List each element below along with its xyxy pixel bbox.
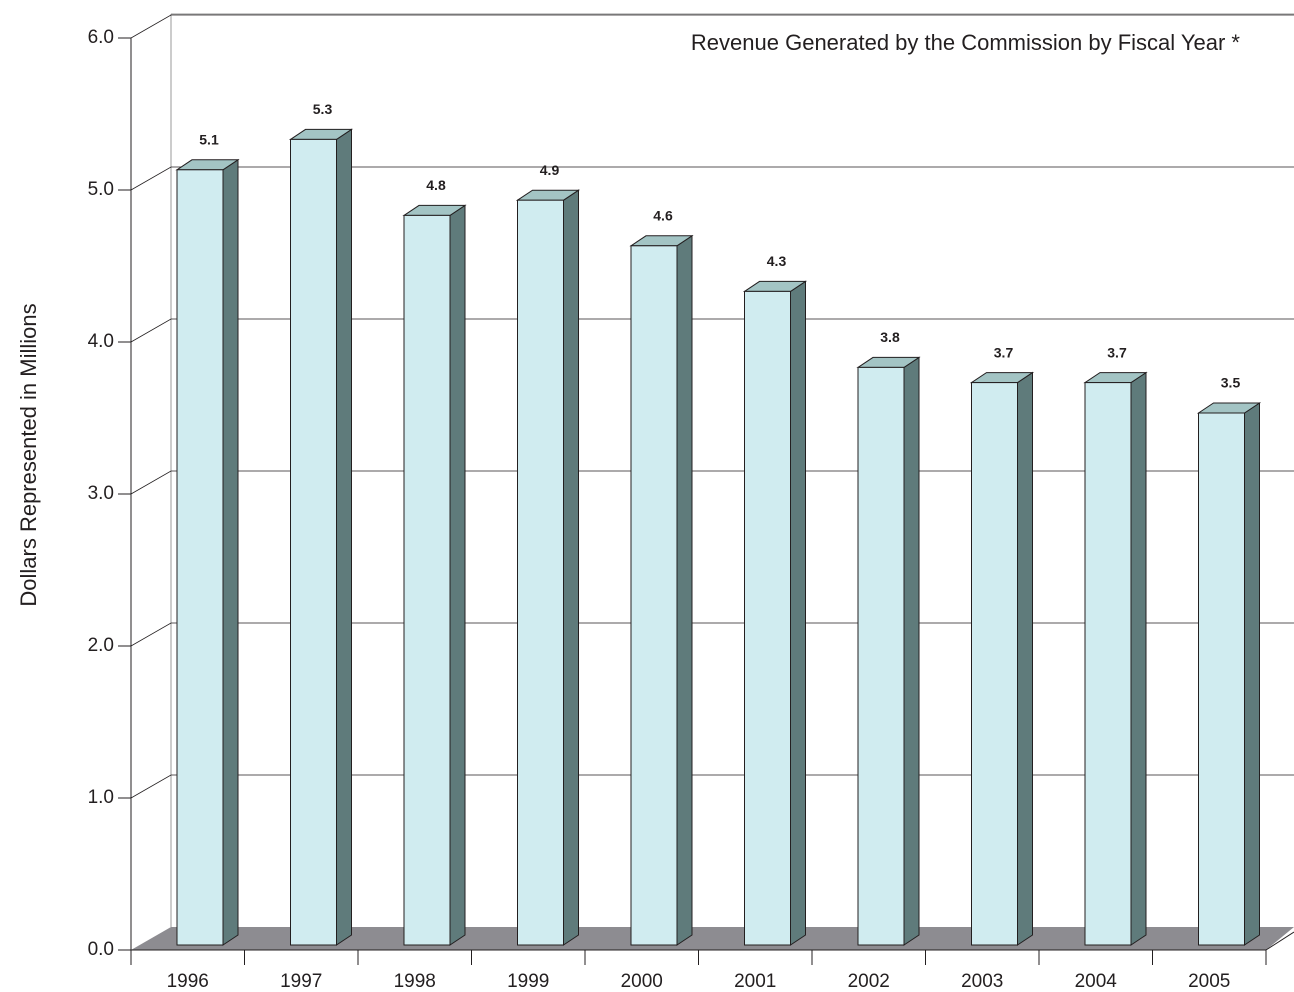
y-tick-label: 0.0: [88, 939, 114, 960]
value-label: 3.5: [1221, 375, 1241, 391]
x-tick-label: 2004: [1075, 971, 1118, 992]
bar: [971, 382, 1018, 946]
bar-side: [1244, 402, 1260, 946]
x-tick-label: 2002: [848, 971, 890, 992]
value-label: 4.8: [426, 177, 446, 193]
y-tick-label: 1.0: [88, 787, 114, 808]
y-tick-label: 6.0: [88, 27, 114, 48]
bar-side: [563, 189, 579, 946]
bar: [1198, 412, 1245, 946]
value-label: 4.9: [540, 162, 560, 178]
x-tick-label: 2005: [1188, 971, 1230, 992]
x-tick-label: 2001: [734, 971, 776, 992]
x-tick-label: 1999: [507, 971, 549, 992]
grid-line: [130, 470, 1294, 495]
bar: [744, 290, 791, 946]
bar-side: [1130, 371, 1147, 946]
chart-title: Revenue Generated by the Commission by F…: [691, 30, 1241, 55]
bar: [857, 366, 905, 946]
x-tick-label: 1998: [394, 971, 436, 992]
grid-line: [130, 166, 1294, 191]
bar-side: [903, 356, 920, 946]
x-tick-label: 2003: [961, 971, 1003, 992]
bar: [403, 214, 451, 946]
value-label: 3.8: [880, 329, 900, 345]
bar: [1084, 382, 1132, 946]
bar-side: [222, 158, 239, 946]
value-label: 5.1: [199, 132, 219, 148]
value-label: 4.3: [767, 253, 787, 269]
x-tick-label: 1997: [280, 971, 322, 992]
x-tick-label: 2000: [621, 971, 663, 992]
bar: [630, 245, 678, 946]
grid-line: [130, 318, 1294, 343]
bar: [176, 169, 224, 946]
bar-side: [449, 204, 466, 946]
value-label: 3.7: [994, 344, 1014, 360]
y-tick-label: 4.0: [88, 331, 114, 352]
bar-side: [790, 280, 806, 946]
bar: [517, 199, 564, 946]
grid-line: [130, 774, 1294, 799]
bar-side: [1017, 371, 1033, 946]
y-tick-label: 3.0: [88, 483, 114, 504]
bar-side: [336, 128, 352, 946]
y-axis-label: Dollars Represented in Millions: [16, 303, 41, 606]
bar-side: [676, 234, 693, 946]
value-label: 3.7: [1107, 344, 1127, 360]
grid-line: [130, 14, 1294, 39]
x-tick-label: 1996: [167, 971, 209, 992]
grid-line: [130, 622, 1294, 647]
value-label: 4.6: [653, 208, 673, 224]
x-axis-end: [1265, 931, 1294, 951]
bar: [290, 138, 337, 946]
y-tick-label: 2.0: [88, 635, 114, 656]
y-tick-label: 5.0: [88, 179, 114, 200]
value-label: 5.3: [313, 101, 333, 117]
